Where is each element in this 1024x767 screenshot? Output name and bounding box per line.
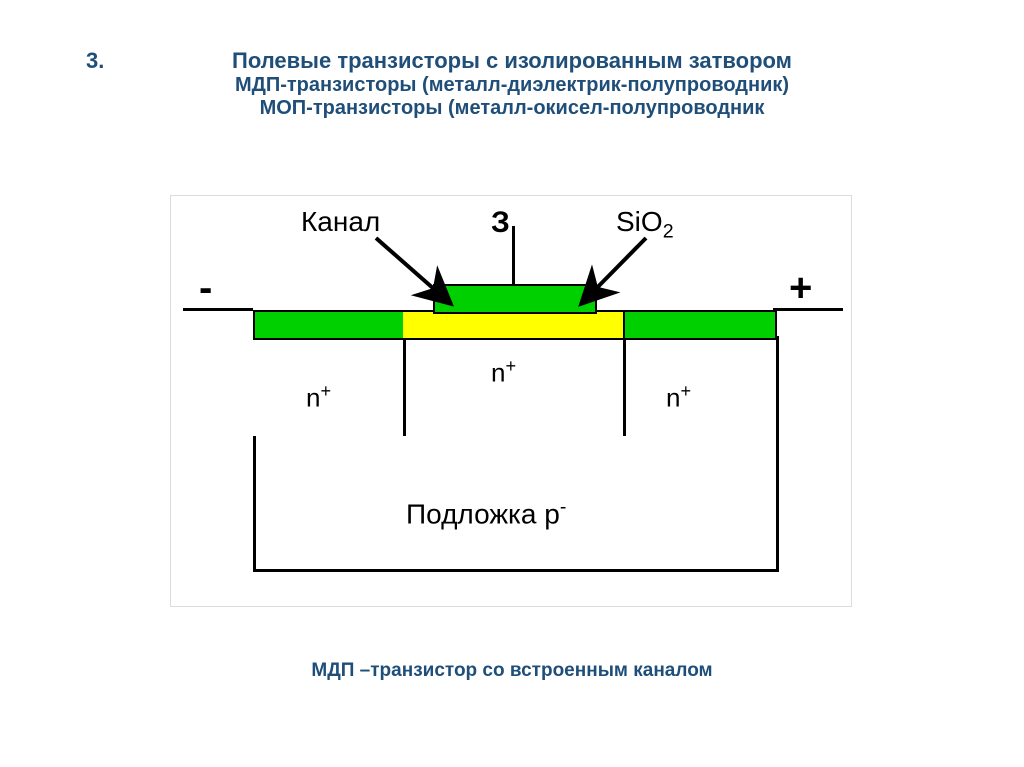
label-n-left: n+ xyxy=(306,381,331,414)
label-plus: + xyxy=(789,266,812,311)
title-line-1: Полевые транзисторы с изолированным затв… xyxy=(80,48,944,74)
label-sio2: SiO2 xyxy=(616,206,674,244)
label-n-right: n+ xyxy=(666,381,691,414)
caption-text: МДП –транзистор со встроенным каналом xyxy=(0,660,1024,682)
label-minus: - xyxy=(199,266,212,311)
arrow-channel xyxy=(376,238,451,304)
arrows-layer xyxy=(171,196,851,606)
diagram-container: - + Канал З SiO2 n+ n+ n+ Подложка p- xyxy=(170,195,852,607)
arrow-sio2 xyxy=(581,238,646,304)
label-n-center: n+ xyxy=(491,356,516,389)
title-line-2: МДП-транзисторы (металл-диэлектрик-полуп… xyxy=(80,74,944,97)
label-channel: Канал xyxy=(301,206,380,238)
label-gate-number: З xyxy=(491,206,510,240)
label-substrate: Подложка p- xyxy=(406,496,566,530)
title-block: Полевые транзисторы с изолированным затв… xyxy=(80,48,944,120)
title-line-3: МОП-транзисторы (металл-окисел-полупрово… xyxy=(80,97,944,120)
